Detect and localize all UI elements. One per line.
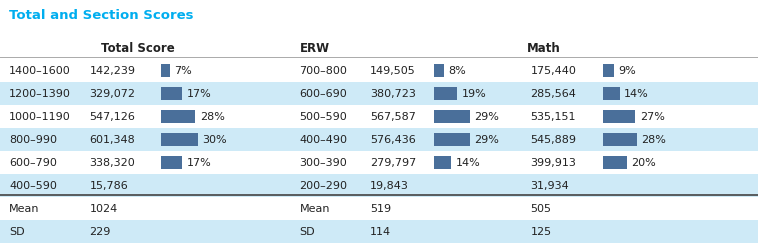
Text: 149,505: 149,505 xyxy=(370,66,415,76)
Bar xyxy=(434,156,451,169)
Bar xyxy=(0,197,758,220)
Bar xyxy=(0,220,758,243)
Text: 545,889: 545,889 xyxy=(531,135,577,145)
Text: ERW: ERW xyxy=(299,42,330,55)
Text: 329,072: 329,072 xyxy=(89,89,136,99)
Text: Total and Section Scores: Total and Section Scores xyxy=(9,9,193,22)
Bar xyxy=(434,110,469,123)
Text: 27%: 27% xyxy=(640,112,665,122)
Bar xyxy=(434,64,444,77)
Text: 1200–1390: 1200–1390 xyxy=(9,89,71,99)
Text: 114: 114 xyxy=(370,226,391,237)
Text: 28%: 28% xyxy=(200,112,225,122)
Bar xyxy=(434,87,457,100)
Text: 338,320: 338,320 xyxy=(89,158,135,168)
Bar xyxy=(161,156,182,169)
Text: 19,843: 19,843 xyxy=(370,181,409,191)
Bar xyxy=(161,87,182,100)
Bar xyxy=(161,110,196,123)
Text: 31,934: 31,934 xyxy=(531,181,569,191)
Text: SD: SD xyxy=(9,226,25,237)
Text: 380,723: 380,723 xyxy=(370,89,416,99)
Text: 519: 519 xyxy=(370,204,391,214)
Text: 17%: 17% xyxy=(186,89,211,99)
Bar xyxy=(0,128,758,151)
Bar xyxy=(0,59,758,82)
Bar xyxy=(161,64,170,77)
Text: 600–690: 600–690 xyxy=(299,89,347,99)
Text: 601,348: 601,348 xyxy=(89,135,135,145)
Bar xyxy=(0,82,758,105)
Text: 29%: 29% xyxy=(474,112,499,122)
Bar xyxy=(603,156,627,169)
Bar xyxy=(434,133,469,146)
Text: 300–390: 300–390 xyxy=(299,158,347,168)
Text: 600–790: 600–790 xyxy=(9,158,57,168)
Bar xyxy=(0,105,758,128)
Text: 547,126: 547,126 xyxy=(89,112,136,122)
Text: 567,587: 567,587 xyxy=(370,112,416,122)
Text: 14%: 14% xyxy=(456,158,481,168)
Text: 279,797: 279,797 xyxy=(370,158,416,168)
Text: Mean: Mean xyxy=(299,204,330,214)
Text: 142,239: 142,239 xyxy=(89,66,136,76)
Text: 1000–1190: 1000–1190 xyxy=(9,112,70,122)
Text: 9%: 9% xyxy=(618,66,636,76)
Text: 399,913: 399,913 xyxy=(531,158,577,168)
Text: 19%: 19% xyxy=(462,89,487,99)
Bar xyxy=(603,64,613,77)
Text: 800–990: 800–990 xyxy=(9,135,57,145)
Text: 30%: 30% xyxy=(202,135,227,145)
Text: 285,564: 285,564 xyxy=(531,89,577,99)
Text: 535,151: 535,151 xyxy=(531,112,576,122)
Text: 500–590: 500–590 xyxy=(299,112,347,122)
Text: SD: SD xyxy=(299,226,315,237)
Bar xyxy=(0,151,758,174)
Text: 8%: 8% xyxy=(449,66,466,76)
Text: 1024: 1024 xyxy=(89,204,117,214)
Text: Math: Math xyxy=(527,42,561,55)
Bar xyxy=(603,110,635,123)
Text: 700–800: 700–800 xyxy=(299,66,347,76)
Bar xyxy=(161,133,198,146)
Bar xyxy=(0,174,758,197)
Text: Total Score: Total Score xyxy=(101,42,174,55)
Text: 576,436: 576,436 xyxy=(370,135,415,145)
Text: 28%: 28% xyxy=(641,135,666,145)
Text: 1400–1600: 1400–1600 xyxy=(9,66,70,76)
Text: 400–490: 400–490 xyxy=(299,135,347,145)
Text: 175,440: 175,440 xyxy=(531,66,577,76)
Bar xyxy=(603,133,637,146)
Text: 14%: 14% xyxy=(624,89,649,99)
Text: 15,786: 15,786 xyxy=(89,181,128,191)
Text: 229: 229 xyxy=(89,226,111,237)
Text: 7%: 7% xyxy=(174,66,193,76)
Text: 17%: 17% xyxy=(186,158,211,168)
Text: 125: 125 xyxy=(531,226,552,237)
Text: 400–590: 400–590 xyxy=(9,181,57,191)
Text: Mean: Mean xyxy=(9,204,39,214)
Text: 20%: 20% xyxy=(631,158,656,168)
Text: 200–290: 200–290 xyxy=(299,181,347,191)
Text: 505: 505 xyxy=(531,204,552,214)
Text: 29%: 29% xyxy=(474,135,499,145)
Bar xyxy=(603,87,619,100)
